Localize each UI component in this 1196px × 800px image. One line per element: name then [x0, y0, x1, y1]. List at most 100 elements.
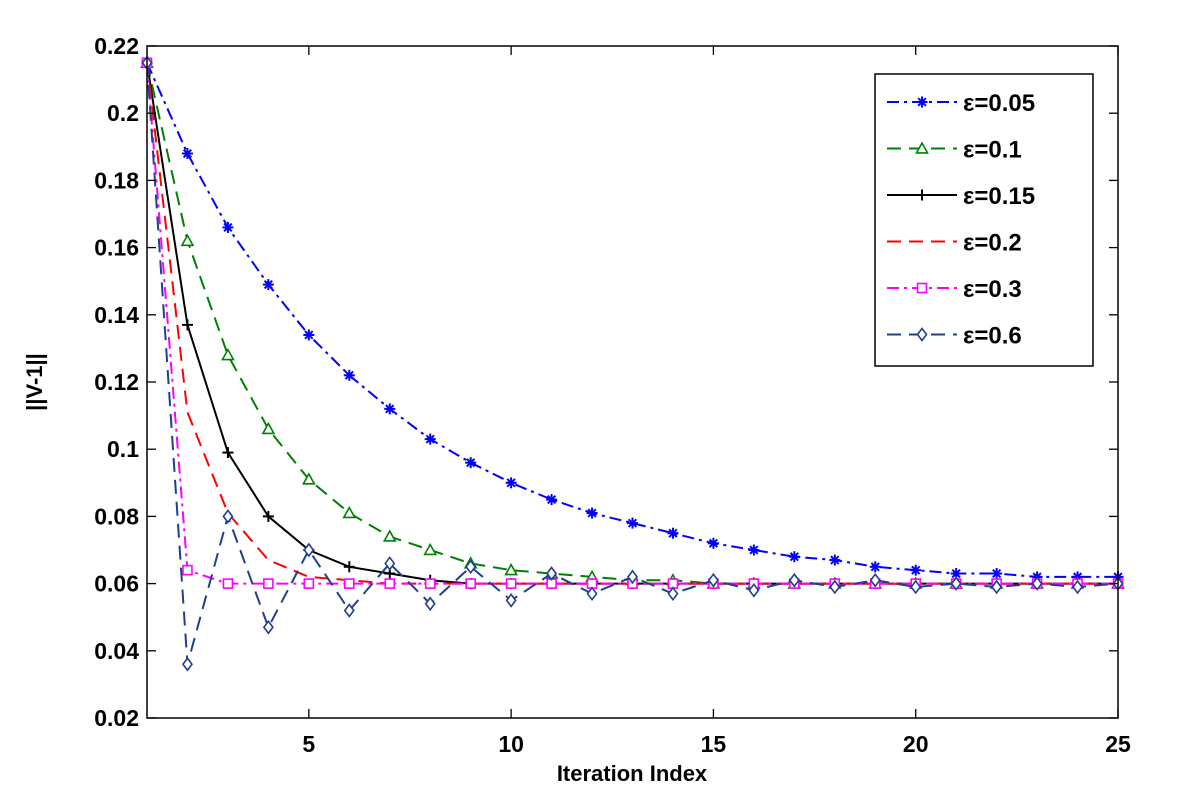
data-point — [424, 596, 436, 612]
legend-label: ε=0.3 — [963, 276, 1022, 303]
x-tick-label: 5 — [302, 731, 315, 757]
y-axis-title: ||V-1|| — [22, 353, 47, 411]
legend-entry-0: ε=0.05 — [887, 90, 1035, 117]
series-5 — [141, 55, 1124, 672]
data-point — [829, 554, 841, 566]
legend-marker — [916, 282, 928, 294]
data-point — [546, 566, 558, 581]
data-point — [382, 529, 397, 542]
data-point — [222, 578, 234, 589]
y-tick-label: 0.08 — [94, 503, 139, 529]
data-point — [1031, 576, 1043, 591]
data-point — [1072, 579, 1084, 595]
legend-label: ε=0.2 — [963, 230, 1022, 257]
data-point — [667, 586, 679, 602]
y-tick-label: 0.18 — [94, 167, 139, 193]
x-tick-label: 20 — [903, 731, 929, 757]
data-point — [465, 578, 476, 589]
data-point — [465, 559, 477, 575]
data-point — [586, 586, 598, 602]
data-point — [424, 433, 436, 445]
data-point — [505, 593, 517, 608]
y-tick-label: 0.12 — [94, 369, 139, 395]
legend-entry-2: ε=0.15 — [887, 183, 1035, 210]
y-tick-label: 0.2 — [107, 100, 139, 126]
y-tick-label: 0.06 — [94, 571, 139, 597]
data-point — [788, 572, 800, 588]
data-point — [910, 564, 922, 576]
data-point — [991, 568, 1003, 580]
data-point — [301, 472, 316, 485]
data-point — [262, 619, 274, 635]
legend-marker — [916, 96, 928, 108]
data-point — [384, 556, 396, 571]
legend-entry-5: ε=0.6 — [887, 323, 1022, 350]
data-point — [707, 537, 719, 549]
legend-entry-4: ε=0.3 — [887, 276, 1022, 303]
data-point — [748, 582, 760, 598]
data-point — [869, 561, 881, 573]
data-point — [627, 569, 638, 585]
legend-label: ε=0.05 — [963, 90, 1035, 117]
y-tick-label: 0.14 — [94, 302, 139, 328]
data-point — [546, 494, 558, 506]
data-point — [950, 576, 962, 591]
data-point — [222, 221, 234, 233]
data-point — [343, 561, 355, 573]
legend-marker — [915, 141, 929, 154]
data-point — [869, 572, 881, 588]
data-point — [182, 564, 193, 576]
legend-entry-3: ε=0.2 — [887, 230, 1022, 257]
data-point — [261, 421, 276, 435]
legend-label: ε=0.6 — [963, 323, 1022, 350]
data-point — [505, 578, 517, 589]
data-point — [504, 563, 518, 576]
data-point — [667, 527, 679, 539]
x-tick-label: 25 — [1105, 731, 1131, 757]
legend-label: ε=0.1 — [963, 137, 1022, 164]
legend: ε=0.05 ε=0.1 ε=0.15 ε=0.2 ε=0.3 ε=0.6 — [874, 73, 1094, 367]
data-point — [505, 477, 517, 489]
data-point — [384, 403, 396, 415]
legend-box — [874, 73, 1094, 367]
axes-group: 0.02 0.04 0.06 0.08 0.1 0.12 0.14 0.16 0.18 0.2 0.… — [94, 33, 1131, 757]
legend-entry-1: ε=0.1 — [887, 137, 1022, 164]
data-point — [384, 578, 396, 589]
series-group — [140, 55, 1125, 672]
y-tick-label: 0.02 — [94, 705, 139, 731]
data-point — [263, 578, 274, 589]
data-point — [991, 579, 1003, 595]
y-tick-label: 0.22 — [94, 33, 139, 59]
data-point — [586, 507, 598, 519]
data-point — [262, 279, 274, 291]
data-point — [465, 457, 477, 469]
data-point — [222, 509, 234, 524]
data-point — [343, 369, 355, 381]
data-point — [303, 578, 315, 589]
data-point — [180, 233, 195, 247]
data-point — [910, 579, 922, 595]
data-point — [222, 447, 234, 459]
data-point — [748, 544, 760, 556]
data-point — [950, 568, 962, 580]
legend-marker — [916, 189, 928, 201]
data-point — [343, 578, 355, 589]
data-point — [342, 505, 357, 519]
legend-marker — [916, 327, 928, 342]
data-point — [181, 656, 193, 672]
data-point — [829, 579, 841, 595]
data-point — [303, 329, 315, 341]
x-tick-label: 10 — [498, 731, 524, 757]
data-point — [181, 148, 193, 160]
legend-label: ε=0.15 — [963, 183, 1035, 210]
x-tick-label: 15 — [701, 731, 727, 757]
data-point — [181, 319, 193, 331]
data-point — [424, 578, 436, 589]
data-point — [788, 551, 800, 563]
y-tick-label: 0.1 — [107, 436, 139, 462]
data-point — [707, 572, 719, 588]
data-point — [221, 347, 235, 361]
y-tick-label: 0.04 — [94, 638, 139, 664]
